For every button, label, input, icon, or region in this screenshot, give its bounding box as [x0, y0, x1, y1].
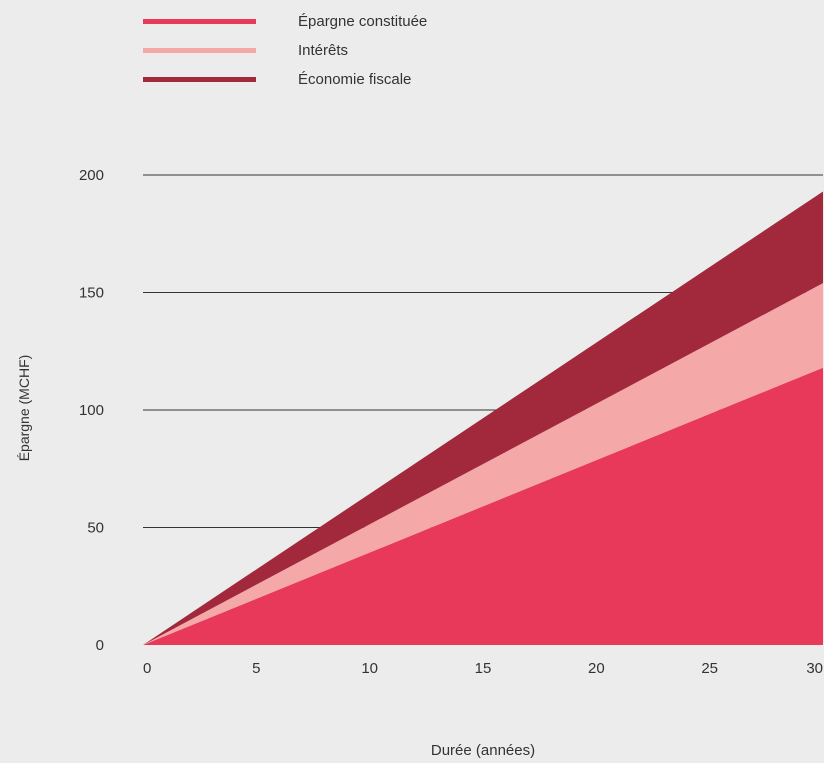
y-axis-label: Épargne (MCHF): [16, 355, 32, 462]
legend-swatch: [143, 47, 256, 53]
y-tick-label: 200: [79, 167, 104, 184]
x-tick-labels: 0 5 10 15 20 25 30: [143, 660, 823, 677]
legend-swatch: [143, 18, 256, 24]
legend-label: Économie fiscale: [298, 70, 412, 88]
x-axis-label: Durée (années): [431, 742, 535, 759]
x-tick-label: 20: [588, 660, 605, 677]
area-series-group: [143, 191, 823, 645]
x-tick-label: 0: [143, 660, 151, 677]
y-tick-label: 50: [87, 520, 104, 537]
x-tick-label: 15: [475, 660, 492, 677]
legend-swatch: [143, 76, 256, 82]
legend-label: Intérêts: [298, 41, 349, 59]
x-tick-label: 10: [361, 660, 378, 677]
x-tick-label: 30: [806, 660, 823, 677]
legend: Épargne constituée Intérêts Économie fis…: [143, 8, 427, 92]
legend-item: Intérêts: [143, 37, 427, 63]
y-tick-labels: 0 50 100 150 200: [79, 167, 104, 654]
legend-item: Économie fiscale: [143, 66, 427, 92]
y-tick-label: 150: [79, 285, 104, 302]
x-tick-label: 25: [701, 660, 718, 677]
area-series: [143, 283, 823, 645]
y-tick-label: 100: [79, 402, 104, 419]
legend-label: Épargne constituée: [298, 12, 428, 30]
area-series: [143, 191, 823, 645]
legend-item: Épargne constituée: [143, 8, 427, 34]
y-tick-label: 0: [96, 637, 104, 654]
x-tick-label: 5: [252, 660, 260, 677]
